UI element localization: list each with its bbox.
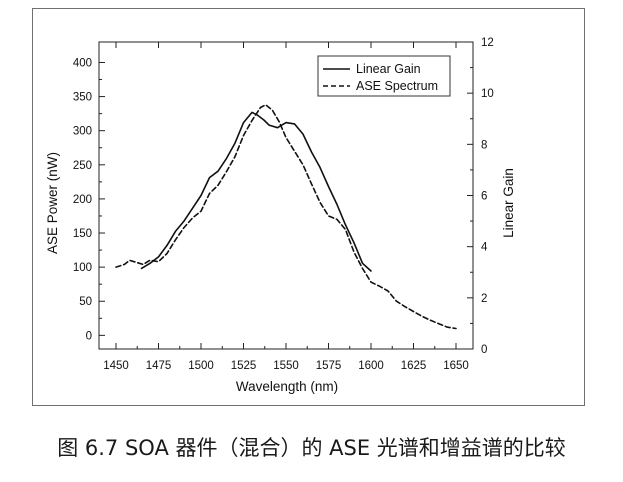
y2-axis-title: Linear Gain (501, 168, 516, 238)
x-tick-label: 1600 (358, 360, 384, 372)
ase-spectrum-line (115, 104, 457, 330)
y2-tick-label: 10 (481, 88, 494, 100)
x-tick-label: 1575 (316, 360, 342, 372)
y-tick-label: 300 (73, 126, 92, 138)
y2-tick-label: 0 (481, 344, 487, 356)
y-tick-label: 350 (73, 92, 92, 104)
linear-gain-line (140, 111, 372, 272)
figure-caption: 图 6.7 SOA 器件（混合）的 ASE 光谱和增益谱的比较 (57, 436, 566, 460)
x-tick-label: 1475 (146, 360, 172, 372)
legend-label-ase-spectrum: ASE Spectrum (356, 79, 438, 93)
y-tick-label: 150 (73, 228, 92, 240)
y-tick-label: 250 (73, 160, 92, 172)
legend-label-linear-gain: Linear Gain (356, 62, 421, 76)
x-tick-label: 1500 (188, 360, 214, 372)
x-tick-label: 1550 (273, 360, 299, 372)
x-tick-label: 1525 (231, 360, 257, 372)
x-tick-label: 1625 (401, 360, 427, 372)
ticks: 1450 1475 1500 1525 1550 1575 1600 1625 16500501… (73, 37, 494, 372)
y-tick-label: 400 (73, 57, 92, 69)
y-axis-title: ASE Power (nW) (45, 152, 60, 254)
y2-tick-label: 12 (481, 37, 494, 49)
y-tick-label: 100 (73, 262, 92, 274)
x-tick-label: 1450 (103, 360, 129, 372)
y2-tick-label: 2 (481, 293, 487, 305)
y2-tick-label: 8 (481, 139, 487, 151)
legend-box (317, 55, 451, 97)
y-tick-label: 0 (86, 330, 92, 342)
y-tick-label: 200 (73, 194, 92, 206)
series-lines (115, 104, 457, 330)
legend: Linear Gain ASE Spectrum (317, 55, 451, 97)
y2-tick-label: 4 (481, 242, 488, 254)
chart-frame (32, 8, 585, 406)
y-tick-label: 50 (79, 296, 92, 308)
x-axis-title: Wavelength (nm) (236, 379, 338, 394)
y2-tick-label: 6 (481, 191, 487, 203)
x-tick-label: 1650 (443, 360, 469, 372)
